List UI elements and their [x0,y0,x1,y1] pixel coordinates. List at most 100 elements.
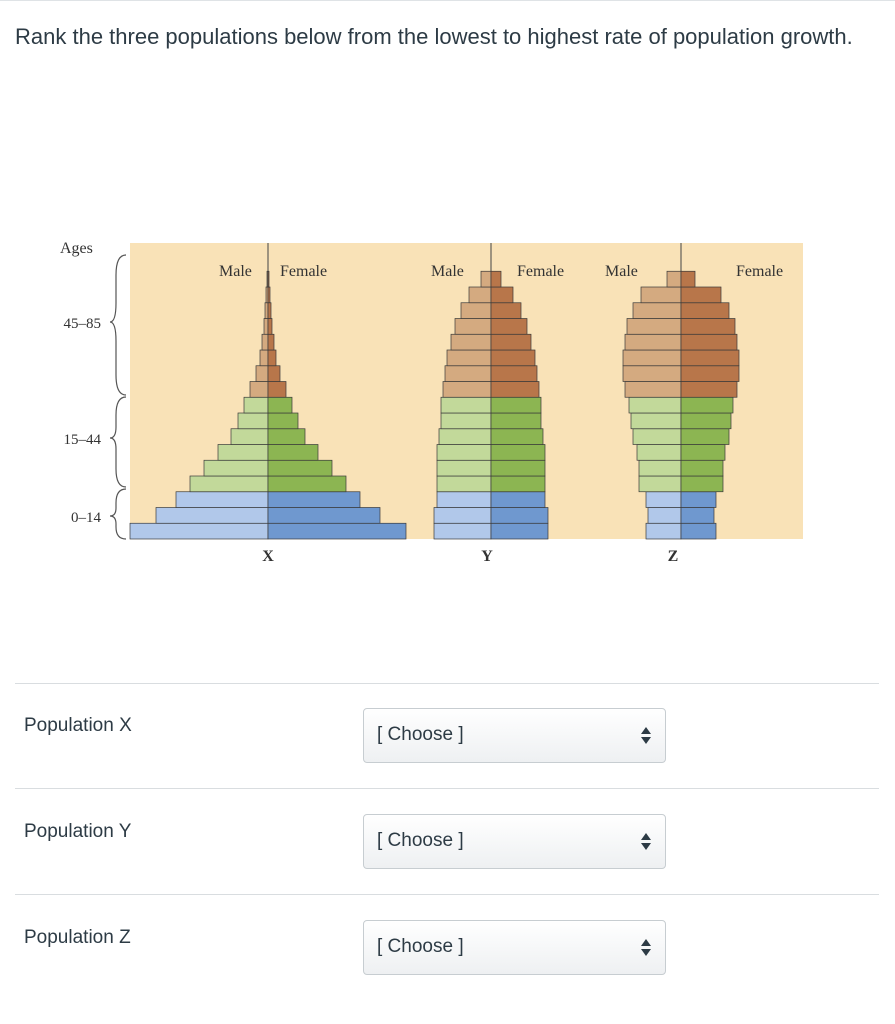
age-group-old: 45–85 [64,316,102,332]
select-value: [ Choose ] [377,830,464,851]
pyramid-y-male-bar [433,507,492,524]
population-x-select[interactable]: [ Choose ] [363,708,666,763]
pyramid-z-male-bar [636,444,682,461]
pyramid-x-female-bar [267,381,287,398]
pyramid-x-female-bar [267,412,299,430]
pyramid-x-female-bar [267,475,347,493]
pyramid-y-female-bar [490,381,540,398]
pyramid-y-female-bar [490,286,514,304]
pyramid-x-male-bar [189,475,269,493]
pyramid-z-male-bar [628,396,682,414]
pyramid-x-male-bar [259,349,269,367]
pyramid-z-female-label: Female [736,263,783,280]
pyramid-y-female-bar [490,412,542,430]
pyramid-z-male-bar [645,491,682,508]
pyramid-y-male-bar [440,396,492,414]
pyramid-x-female-bar [267,365,281,382]
pyramid-y-female-bar [490,459,546,477]
pyramid-y-male-bar [446,349,492,367]
pyramid-z-female-bar [680,428,730,445]
pyramid-y-male-bar [436,491,492,508]
pyramid-y-female-bar [490,365,538,382]
pyramid-x-male-label: Male [219,263,252,280]
pyramid-y-female-bar [490,475,546,493]
pyramid-z-male-bar [638,475,682,493]
pyramid-z-female-bar [680,475,724,493]
pyramid-y-female-bar [490,522,549,540]
pyramid-z-male-bar [626,318,682,335]
pyramid-z-female-bar [680,333,738,351]
pyramid-y-female-bar [490,302,522,319]
top-border [0,0,895,1]
pyramid-y-letter: Y [481,548,493,565]
brace-mid [109,396,127,488]
population-z-label: Population Z [24,927,131,948]
pyramid-z-male-bar [640,286,682,304]
pyramid-z-male-bar [622,349,682,367]
pyramid-x-male-bar [217,444,269,461]
select-arrows-icon [641,726,651,746]
divider [15,683,879,684]
pyramid-z-male-bar [632,428,682,445]
pyramid-y-female-bar [490,507,549,524]
population-y-select[interactable]: [ Choose ] [363,814,666,869]
pyramid-x-male-bar [243,396,269,414]
pyramid-x-female-bar [267,396,293,414]
select-arrows-icon [641,832,651,852]
pyramid-z-female-bar [680,396,734,414]
pyramid-z-male-bar [622,365,682,382]
pyramid-y-female-bar [490,491,546,508]
pyramid-z-female-bar [680,318,736,335]
pyramid-y-male-bar [436,475,492,493]
pyramid-z-female-bar [680,491,717,508]
age-group-young: 0–14 [71,510,102,526]
pyramid-z-female-bar [680,365,740,382]
pyramid-z-female-bar [680,270,696,288]
pyramid-y-male-bar [460,302,492,319]
pyramids-svg: Ages 45–85 15–44 0–14 Male Female Male F… [60,240,803,565]
pyramid-x-female-bar [267,444,319,461]
pyramid-z-male-bar [638,459,682,477]
pyramid-z-male-bar [666,270,682,288]
pyramid-z-male-bar [630,412,682,430]
pyramid-x-female-bar [267,522,407,540]
pyramid-z-male-label: Male [605,263,638,280]
pyramid-z-letter: Z [668,548,679,565]
pyramid-y-female-label: Female [517,263,564,280]
population-z-select[interactable]: [ Choose ] [363,920,666,975]
pyramid-x-male-bar [261,333,269,351]
pyramid-z-male-bar [645,522,682,540]
pyramid-x-female-bar [267,333,275,351]
pyramid-z-female-bar [680,459,724,477]
pyramid-y-female-bar [490,428,544,445]
pyramid-z-female-bar [680,349,740,367]
pyramid-z-male-bar [647,507,682,524]
pyramid-x-male-bar [263,318,269,335]
pyramid-y-male-label: Male [431,263,464,280]
pyramid-y-female-bar [490,270,502,288]
pyramid-x-male-bar [129,522,269,540]
pyramid-y-male-bar [480,270,492,288]
pyramid-x-male-bar [175,491,269,508]
pyramid-z-female-bar [680,507,715,524]
pyramid-x-female-bar [267,286,271,304]
pyramid-y-female-bar [490,444,546,461]
pyramid-y-male-bar [436,444,492,461]
population-y-label: Population Y [24,821,132,842]
pyramid-y-male-bar [454,318,492,335]
pyramid-y-male-bar [440,412,492,430]
age-group-mid: 15–44 [64,432,102,448]
brace-young [109,488,127,540]
pyramid-y-female-bar [490,349,536,367]
pyramid-x-male-bar [155,507,269,524]
population-x-label: Population X [24,715,132,736]
pyramid-x-male-bar [203,459,269,477]
ages-axis-title: Ages [60,240,93,257]
pyramid-x-female-bar [267,349,277,367]
pyramid-x-female-bar [267,270,270,288]
pyramid-x-female-bar [267,491,361,508]
divider [15,788,879,789]
brace-old [109,254,127,396]
divider [15,894,879,895]
pyramid-x-female-bar [267,459,333,477]
